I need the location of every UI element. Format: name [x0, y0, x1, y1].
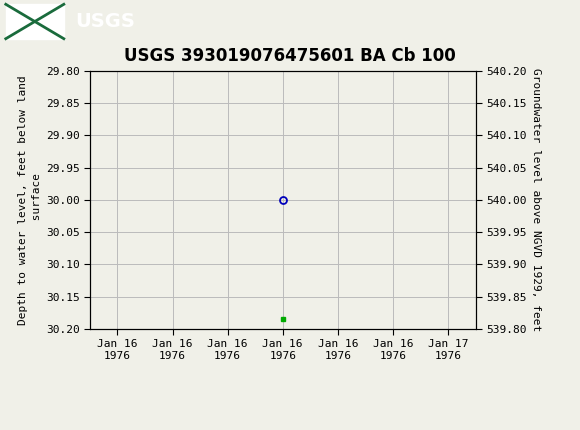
Legend: Period of approved data: Period of approved data: [185, 428, 380, 430]
Text: USGS: USGS: [75, 12, 135, 31]
Y-axis label: Groundwater level above NGVD 1929, feet: Groundwater level above NGVD 1929, feet: [531, 68, 541, 332]
FancyBboxPatch shape: [6, 4, 64, 39]
Text: USGS 393019076475601 BA Cb 100: USGS 393019076475601 BA Cb 100: [124, 47, 456, 65]
Y-axis label: Depth to water level, feet below land
 surface: Depth to water level, feet below land su…: [19, 75, 42, 325]
